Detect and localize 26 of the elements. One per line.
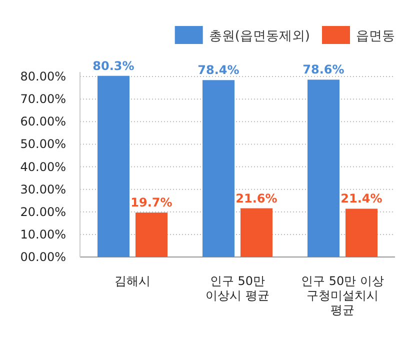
y-tick-label: 00.00% xyxy=(20,250,66,264)
data-label: 21.6% xyxy=(236,191,278,206)
bar xyxy=(98,76,130,257)
y-tick-label: 20.00% xyxy=(20,204,66,219)
bar xyxy=(202,80,234,257)
y-tick-label: 70.00% xyxy=(20,92,66,106)
legend-label: 총원(읍면동제외) xyxy=(208,29,310,44)
y-tick-label: 10.00% xyxy=(20,227,66,242)
y-tick-label: 80.00% xyxy=(20,70,66,84)
bar xyxy=(346,208,378,257)
legend-label: 읍면동 xyxy=(356,29,395,44)
bar xyxy=(308,80,340,257)
x-tick-label: 김해시 xyxy=(114,274,150,288)
bar xyxy=(136,212,168,257)
data-label: 80.3% xyxy=(92,58,134,73)
x-tick-label: 인구 50만 이상시 평균 xyxy=(206,274,270,302)
bar xyxy=(240,208,272,257)
data-label: 78.4% xyxy=(198,63,240,78)
x-tick-label: 인구 50만 이상 구청미설치시 평균 xyxy=(301,274,384,317)
data-label: 78.6% xyxy=(302,62,344,77)
data-label: 19.7% xyxy=(130,196,172,210)
y-tick-label: 50.00% xyxy=(20,137,66,152)
y-tick-label: 30.00% xyxy=(20,182,66,196)
y-tick-label: 60.00% xyxy=(20,114,66,129)
data-label: 21.4% xyxy=(340,192,382,206)
y-tick-label: 40.00% xyxy=(20,160,66,174)
